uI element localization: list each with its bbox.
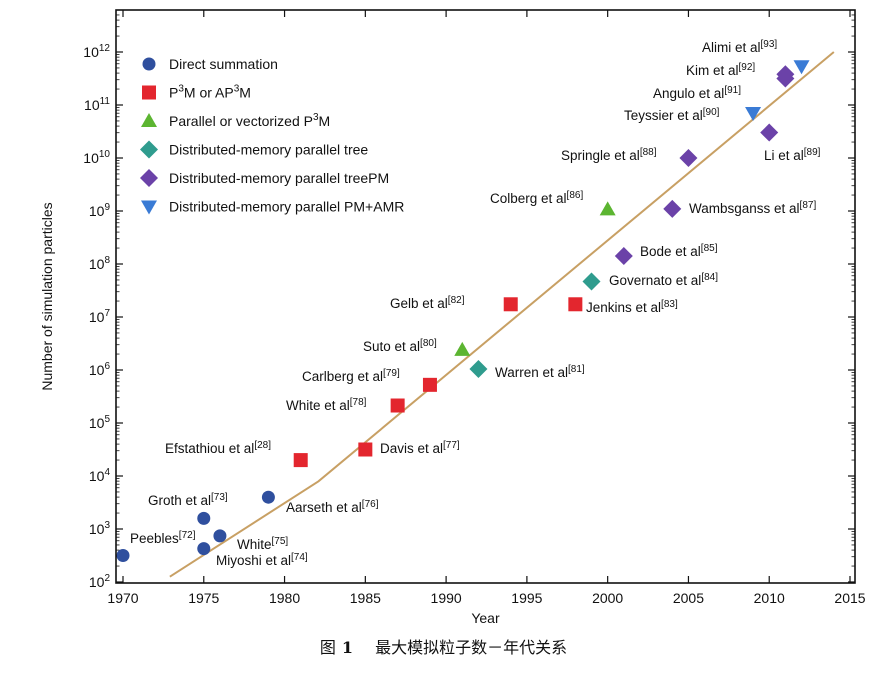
point-label: Springle et al[88] (561, 147, 657, 163)
point-label: Carlberg et al[79] (302, 368, 400, 384)
legend-item: Distributed-memory parallel treePM (140, 169, 389, 187)
data-point (776, 65, 795, 84)
x-tick-label: 1975 (188, 590, 219, 606)
legend-label: Parallel or vectorized P3M (169, 112, 330, 129)
data-point (422, 377, 437, 392)
y-tick-label: 108 (89, 255, 111, 272)
trend-line-layer (169, 51, 835, 578)
data-point (793, 60, 810, 75)
point-label: Jenkins et al[83] (586, 299, 678, 315)
point-label: Peebles[72] (130, 530, 196, 546)
y-tick-label: 1011 (84, 96, 110, 113)
point-annotations: Groth et al[73] Aarseth et al[76] Efstathi… (130, 39, 821, 568)
data-point (745, 106, 762, 121)
point-label: Li et al[89] (764, 147, 821, 163)
point-label: Suto et al[80] (363, 338, 437, 354)
point-label: Davis et al[77] (380, 440, 460, 456)
data-point (568, 297, 583, 312)
data-point (760, 123, 779, 142)
point-label: Miyoshi et al[74] (216, 552, 308, 568)
caption-prefix: 图 (319, 638, 336, 657)
data-point (454, 341, 471, 356)
legend-item: Direct summation (142, 56, 278, 72)
caption-text: 最大模拟粒子数－年代关系 (375, 638, 568, 657)
y-tick-label: 104 (89, 467, 111, 484)
legend-label: Direct summation (169, 56, 278, 72)
legend-label: Distributed-memory parallel PM+AMR (169, 199, 404, 215)
trend-line (169, 51, 835, 578)
point-label: Governato et al[84] (609, 272, 718, 288)
legend-item: Distributed-memory parallel PM+AMR (141, 199, 404, 215)
data-point (116, 549, 130, 562)
x-tick-label: 1970 (107, 590, 138, 606)
y-tick-label: 106 (89, 361, 111, 378)
figure-caption: 图 1 最大模拟粒子数－年代关系 (0, 634, 887, 658)
y-tick-label: 102 (89, 573, 111, 590)
data-point (599, 201, 616, 216)
data-point (390, 398, 405, 413)
legend-item: P3M or AP3M (142, 84, 251, 101)
legend-label: Distributed-memory parallel treePM (169, 170, 389, 186)
point-label: Colberg et al[86] (490, 190, 583, 206)
x-tick-label: 2015 (834, 590, 865, 606)
legend-item: Distributed-memory parallel tree (140, 140, 368, 159)
data-point (293, 453, 308, 468)
data-point (679, 149, 698, 167)
y-axis-title: Number of simulation particles (39, 202, 55, 390)
y-tick-label: 109 (89, 202, 111, 219)
legend-marker (140, 140, 158, 159)
y-tick-label: 107 (89, 308, 111, 325)
caption-number: 1 (341, 638, 354, 657)
x-tick-label: 2000 (592, 590, 623, 606)
legend: Direct summation P3M or AP3M Parallel or v… (140, 56, 404, 215)
legend-label: P3M or AP3M (169, 84, 251, 101)
axis-ticks: 1970 1975 1980 1985 1990 1995 2000 2005 2010 2015… (83, 10, 866, 606)
x-tick-label: 1980 (269, 590, 300, 606)
plot-frame (115, 9, 856, 584)
y-tick-label: 105 (89, 414, 111, 431)
point-label: Bode et al[85] (640, 243, 718, 259)
legend-marker (142, 85, 156, 100)
point-label: Alimi et al[93] (702, 39, 777, 55)
legend-marker (141, 113, 157, 127)
x-tick-label: 1985 (350, 590, 381, 606)
chart: 1970 1975 1980 1985 1990 1995 2000 2005 2010 2015… (39, 9, 866, 626)
data-points (116, 60, 810, 562)
point-label: Warren et al[81] (495, 364, 585, 380)
x-axis-title: Year (471, 610, 500, 626)
legend-marker (140, 169, 158, 187)
point-label: Kim et al[92] (686, 62, 755, 78)
point-label: Efstathiou et al[28] (165, 440, 271, 456)
legend-label: Distributed-memory parallel tree (169, 142, 368, 158)
x-tick-label: 2005 (673, 590, 704, 606)
point-label: Angulo et al[91] (653, 85, 741, 101)
legend-marker (141, 200, 157, 215)
data-point (261, 490, 275, 504)
data-point (663, 199, 682, 218)
data-point (582, 272, 601, 291)
point-label: Wambsganss et al[87] (689, 200, 816, 216)
data-point (503, 297, 518, 312)
data-point (358, 442, 373, 457)
data-point (197, 511, 211, 525)
data-point (197, 542, 211, 556)
y-tick-label: 1012 (83, 43, 110, 60)
y-tick-label: 1010 (83, 149, 110, 166)
point-label: Groth et al[73] (148, 492, 228, 508)
point-label: White et al[78] (286, 397, 367, 413)
x-tick-label: 1990 (431, 590, 462, 606)
y-tick-label: 103 (89, 520, 111, 537)
x-tick-label: 2010 (754, 590, 785, 606)
legend-marker (142, 57, 156, 71)
x-tick-label: 1995 (511, 590, 542, 606)
point-label: Gelb et al[82] (390, 295, 465, 311)
data-point (213, 529, 227, 543)
point-label: Aarseth et al[76] (286, 499, 379, 515)
point-label: Teyssier et al[90] (624, 107, 720, 123)
point-label: White[75] (237, 536, 288, 552)
data-point (469, 359, 488, 378)
legend-item: Parallel or vectorized P3M (141, 112, 330, 129)
data-point (614, 247, 633, 266)
